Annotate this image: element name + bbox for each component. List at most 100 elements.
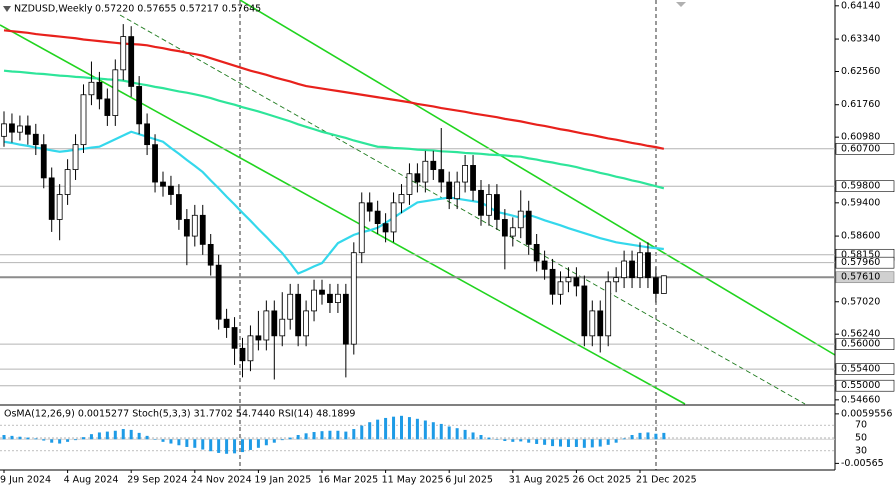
osma-bar: [42, 439, 46, 441]
osma-bar: [264, 439, 268, 446]
candle-body: [541, 260, 548, 270]
osma-bar: [320, 431, 324, 440]
osma-bar: [145, 435, 149, 440]
osma-bar: [209, 439, 213, 452]
candle-body: [406, 173, 413, 195]
candle-body: [660, 275, 667, 294]
osma-bar: [288, 437, 292, 440]
candle-body: [207, 243, 214, 266]
x-tick-label: 4 Aug 2024: [64, 475, 119, 486]
price-level-label: 0.57610: [841, 272, 880, 283]
price-level-box: [835, 363, 895, 375]
osma-bar: [392, 416, 396, 440]
candle-body: [478, 189, 484, 216]
candle-body: [9, 123, 15, 133]
trend-line: [119, 14, 806, 405]
candle-body: [438, 169, 445, 183]
osma-bar: [360, 425, 364, 440]
osma-bar: [400, 415, 403, 440]
candle-body: [255, 335, 262, 341]
candle-body: [144, 123, 151, 146]
candle-body: [128, 36, 135, 87]
osma-bar: [439, 423, 443, 440]
y-tick-label: 0.54660: [841, 394, 880, 405]
candle-body: [350, 252, 357, 345]
candle-body: [1, 123, 7, 137]
candle-body: [327, 293, 333, 303]
candle-body: [175, 194, 182, 220]
osma-bar: [201, 439, 205, 450]
price-level-label: 0.60700: [841, 143, 880, 154]
price-level-label: 0.57960: [841, 257, 880, 268]
candle-body: [120, 36, 127, 71]
osma-bar: [447, 426, 451, 440]
indicator-level-label: 50: [855, 433, 867, 444]
candle-body: [40, 144, 47, 179]
osma-bar: [169, 439, 173, 444]
osma-bar: [590, 439, 594, 448]
candle-body: [501, 219, 508, 237]
y-tick-label: 0.57020: [841, 296, 880, 307]
x-tick-label: 9 Jun 2024: [0, 475, 51, 486]
osma-bar: [97, 432, 101, 440]
candle-body: [637, 252, 643, 279]
osma-bar: [598, 439, 602, 447]
osma-bar: [503, 439, 507, 441]
candle-body: [136, 86, 143, 125]
osma-bar: [121, 429, 125, 440]
candle-body: [168, 185, 174, 195]
osma-bar: [304, 433, 308, 440]
candle-body: [303, 310, 310, 337]
candle-body: [334, 293, 341, 303]
osma-bar: [415, 418, 419, 440]
chart-title: NZDUSD,Weekly: [14, 4, 93, 15]
osma-bar: [535, 439, 539, 444]
candle-body: [398, 194, 405, 204]
price-level-label: 0.59800: [841, 181, 880, 192]
candle-body: [613, 277, 620, 283]
osma-bar: [352, 429, 356, 440]
y-tick-label: 0.63340: [841, 34, 880, 45]
candle-body: [414, 173, 421, 183]
indicator-level-label: 70: [855, 420, 867, 431]
price-level-box: [835, 142, 895, 155]
candle-body: [629, 260, 635, 279]
osma-bar: [2, 435, 6, 440]
osma-bar: [18, 436, 22, 440]
osma-bar: [296, 435, 300, 440]
candle-body: [271, 310, 278, 337]
candle-body: [223, 318, 230, 328]
osma-bar: [256, 439, 260, 448]
x-tick-label: 31 Aug 2025: [509, 475, 570, 486]
y-tick-label: 0.64140: [841, 0, 880, 11]
candle-body: [589, 310, 596, 337]
indicator-tick-label: -0.00565: [841, 458, 884, 469]
osma-bar: [582, 439, 586, 448]
candle-body: [239, 347, 246, 362]
osma-bar: [193, 439, 197, 448]
price-level-box: [835, 271, 895, 284]
osma-bar: [487, 437, 491, 440]
candle-body: [191, 214, 198, 237]
osma-bar: [630, 435, 634, 440]
osma-bar: [519, 439, 523, 442]
osma-bar: [376, 419, 380, 440]
x-tick-label: 26 Oct 2025: [572, 475, 631, 486]
candle-body: [183, 219, 190, 237]
candle-body: [462, 165, 469, 183]
candle-body: [247, 335, 254, 362]
osma-bar: [26, 437, 30, 440]
candle-body: [342, 293, 349, 345]
osma-bar: [34, 438, 38, 440]
candle-body: [56, 194, 63, 220]
price-level-box: [835, 256, 895, 269]
price-level-label: 0.55000: [841, 380, 880, 391]
candle-body: [231, 327, 238, 349]
candle-body: [486, 194, 492, 216]
osma-bar: [344, 431, 348, 440]
candle-body: [470, 165, 476, 191]
candle-body: [653, 277, 659, 294]
x-tick-label: 11 May 2025: [382, 475, 444, 486]
